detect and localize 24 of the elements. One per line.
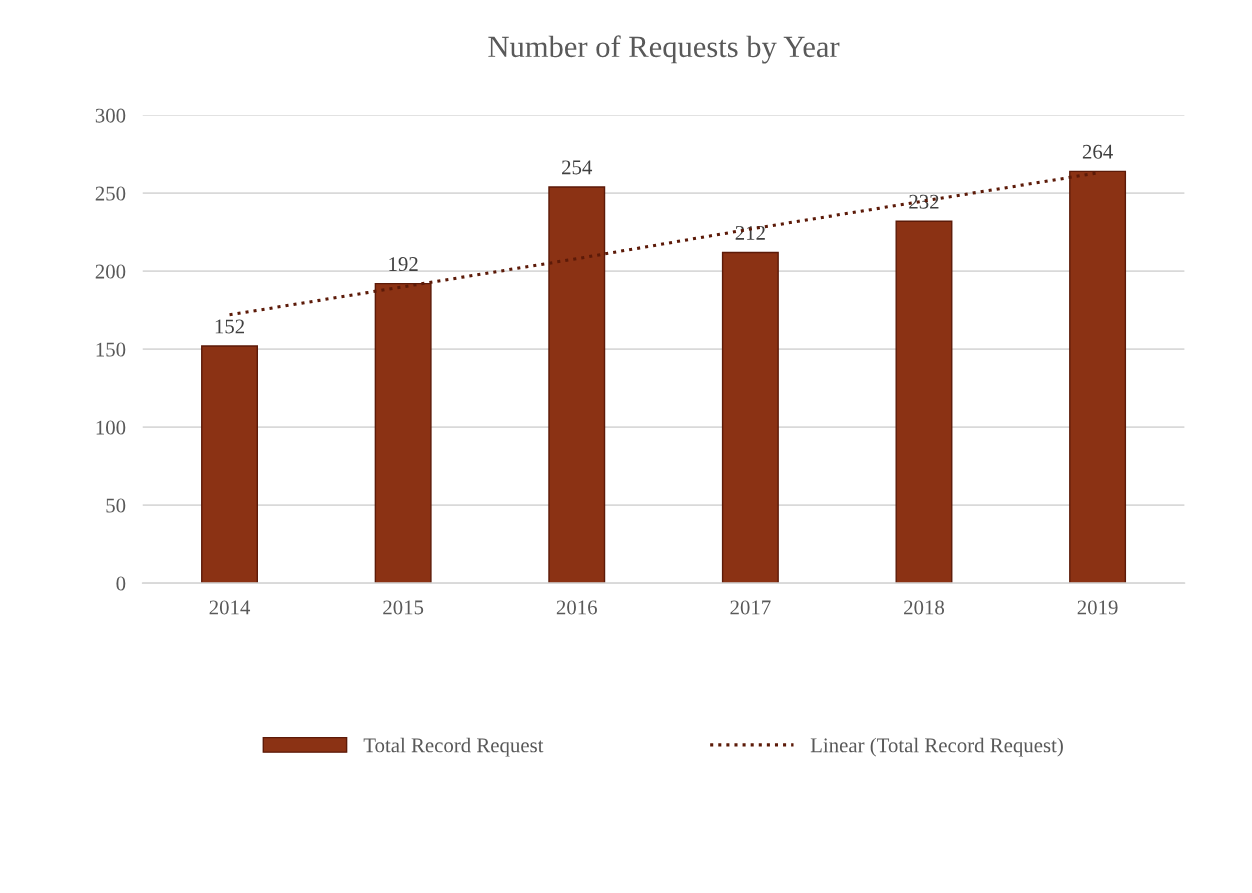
data-label: 232 (909, 194, 939, 209)
y-tick-label: 300 (95, 108, 126, 123)
x-tick-label: 2019 (1077, 600, 1118, 615)
bar (895, 220, 953, 584)
data-label: 192 (389, 257, 418, 272)
y-tick-label: 0 (116, 576, 126, 591)
legend-label: Linear (Total Record Request) (810, 737, 1063, 757)
y-tick-label: 200 (95, 264, 126, 279)
x-tick-label: 2016 (556, 600, 597, 615)
data-label: 264 (1082, 144, 1113, 159)
x-tick-label: 2017 (730, 600, 771, 615)
data-label: 254 (562, 160, 593, 175)
y-tick-label: 100 (96, 420, 126, 435)
data-label: 152 (215, 319, 245, 334)
bar (201, 345, 259, 584)
legend-label: Total Record Request (363, 737, 544, 757)
y-tick-label: 250 (95, 186, 126, 201)
x-tick-label: 2014 (209, 600, 251, 615)
chart-title: Number of Requests by Year (488, 35, 840, 64)
x-tick-label: 2015 (383, 600, 424, 615)
y-tick-label: 50 (106, 498, 126, 513)
y-tick-label: 150 (96, 342, 126, 357)
bar (721, 251, 779, 584)
x-tick-label: 2018 (904, 600, 945, 615)
